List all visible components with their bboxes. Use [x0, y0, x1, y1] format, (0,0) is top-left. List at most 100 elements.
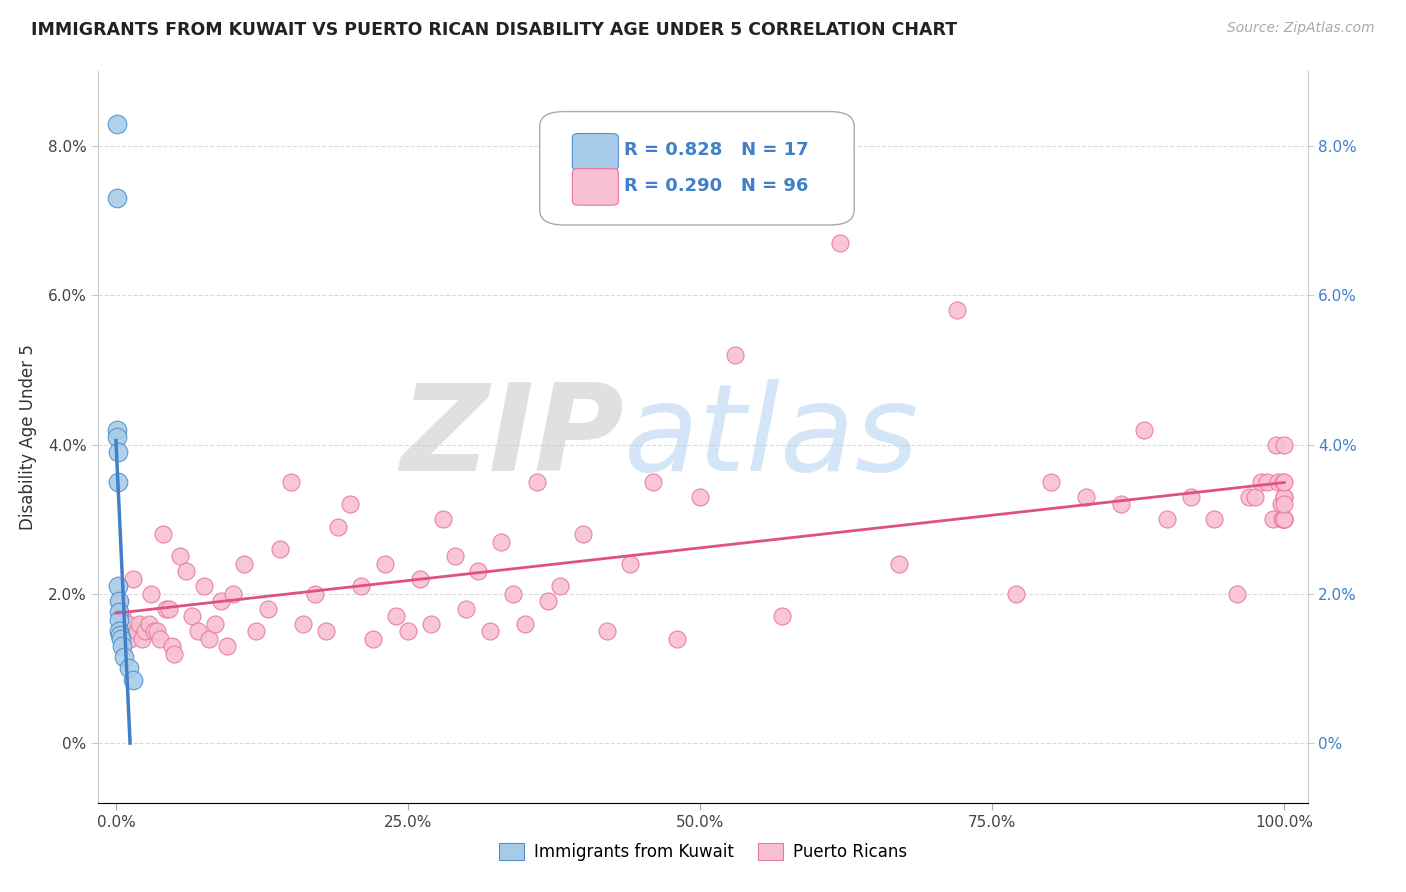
Point — [502, 587, 524, 601]
Point — [108, 628, 131, 642]
Point — [1272, 475, 1295, 489]
Point — [420, 616, 443, 631]
Point — [107, 475, 129, 489]
Text: Source: ZipAtlas.com: Source: ZipAtlas.com — [1227, 21, 1375, 35]
Point — [146, 624, 169, 639]
Text: R = 0.828   N = 17: R = 0.828 N = 17 — [624, 141, 808, 160]
Text: R = 0.290   N = 96: R = 0.290 N = 96 — [624, 178, 808, 195]
FancyBboxPatch shape — [540, 112, 855, 225]
Point — [269, 542, 291, 557]
Point — [1272, 490, 1295, 504]
Point — [291, 616, 314, 631]
Point — [108, 606, 131, 620]
Point — [1272, 497, 1295, 511]
Point — [107, 579, 129, 593]
Point — [432, 512, 454, 526]
Point — [128, 616, 150, 631]
Point — [385, 609, 408, 624]
Point — [108, 613, 131, 627]
Point — [134, 624, 156, 639]
Point — [1272, 512, 1295, 526]
Point — [1156, 512, 1178, 526]
Point — [122, 673, 145, 687]
Point — [361, 632, 384, 646]
Y-axis label: Disability Age Under 5: Disability Age Under 5 — [18, 344, 37, 530]
Point — [209, 594, 232, 608]
Point — [180, 609, 202, 624]
Text: IMMIGRANTS FROM KUWAIT VS PUERTO RICAN DISABILITY AGE UNDER 5 CORRELATION CHART: IMMIGRANTS FROM KUWAIT VS PUERTO RICAN D… — [31, 21, 957, 38]
Point — [1267, 475, 1289, 489]
Point — [139, 587, 162, 601]
Point — [1133, 423, 1156, 437]
Point — [1244, 490, 1267, 504]
Point — [456, 601, 478, 615]
Point — [350, 579, 373, 593]
Point — [108, 594, 131, 608]
Point — [256, 601, 278, 615]
Point — [396, 624, 419, 639]
Point — [513, 616, 536, 631]
Point — [689, 490, 711, 504]
Point — [1272, 512, 1295, 526]
Point — [215, 639, 238, 653]
Point — [157, 601, 180, 615]
Point — [111, 609, 134, 624]
Point — [526, 475, 548, 489]
Point — [1226, 587, 1249, 601]
Point — [1272, 512, 1295, 526]
Point — [1074, 490, 1097, 504]
Point — [946, 303, 969, 318]
Point — [665, 632, 688, 646]
Point — [160, 639, 183, 653]
Point — [1237, 490, 1260, 504]
Point — [572, 527, 595, 541]
Point — [155, 601, 177, 615]
Point — [339, 497, 361, 511]
Point — [548, 579, 571, 593]
Point — [478, 624, 501, 639]
Point — [537, 594, 560, 608]
Point — [1265, 437, 1288, 451]
Point — [114, 624, 136, 639]
Point — [107, 594, 129, 608]
Point — [105, 423, 128, 437]
Point — [724, 348, 747, 362]
Point — [887, 557, 910, 571]
FancyBboxPatch shape — [572, 169, 619, 205]
Point — [1270, 497, 1292, 511]
Point — [770, 609, 793, 624]
Point — [105, 191, 128, 205]
Point — [143, 624, 166, 639]
Point — [374, 557, 396, 571]
Point — [1256, 475, 1278, 489]
Point — [1271, 512, 1294, 526]
Point — [280, 475, 302, 489]
Point — [149, 632, 172, 646]
Point — [1109, 497, 1132, 511]
Point — [110, 632, 132, 646]
Point — [105, 430, 128, 444]
Point — [105, 117, 128, 131]
Point — [118, 661, 141, 675]
Point — [1272, 437, 1295, 451]
Point — [595, 624, 617, 639]
Point — [187, 624, 209, 639]
Point — [443, 549, 465, 564]
Point — [138, 616, 160, 631]
Point — [125, 624, 148, 639]
Point — [1004, 587, 1026, 601]
Point — [315, 624, 337, 639]
Point — [193, 579, 215, 593]
Legend: Immigrants from Kuwait, Puerto Ricans: Immigrants from Kuwait, Puerto Ricans — [492, 836, 914, 868]
Point — [118, 632, 141, 646]
Point — [108, 624, 131, 639]
Text: ZIP: ZIP — [401, 378, 624, 496]
Point — [245, 624, 267, 639]
Point — [163, 647, 186, 661]
Point — [304, 587, 326, 601]
Point — [619, 557, 641, 571]
Point — [131, 632, 153, 646]
Text: atlas: atlas — [624, 378, 920, 496]
Point — [1272, 475, 1295, 489]
Point — [1272, 490, 1295, 504]
